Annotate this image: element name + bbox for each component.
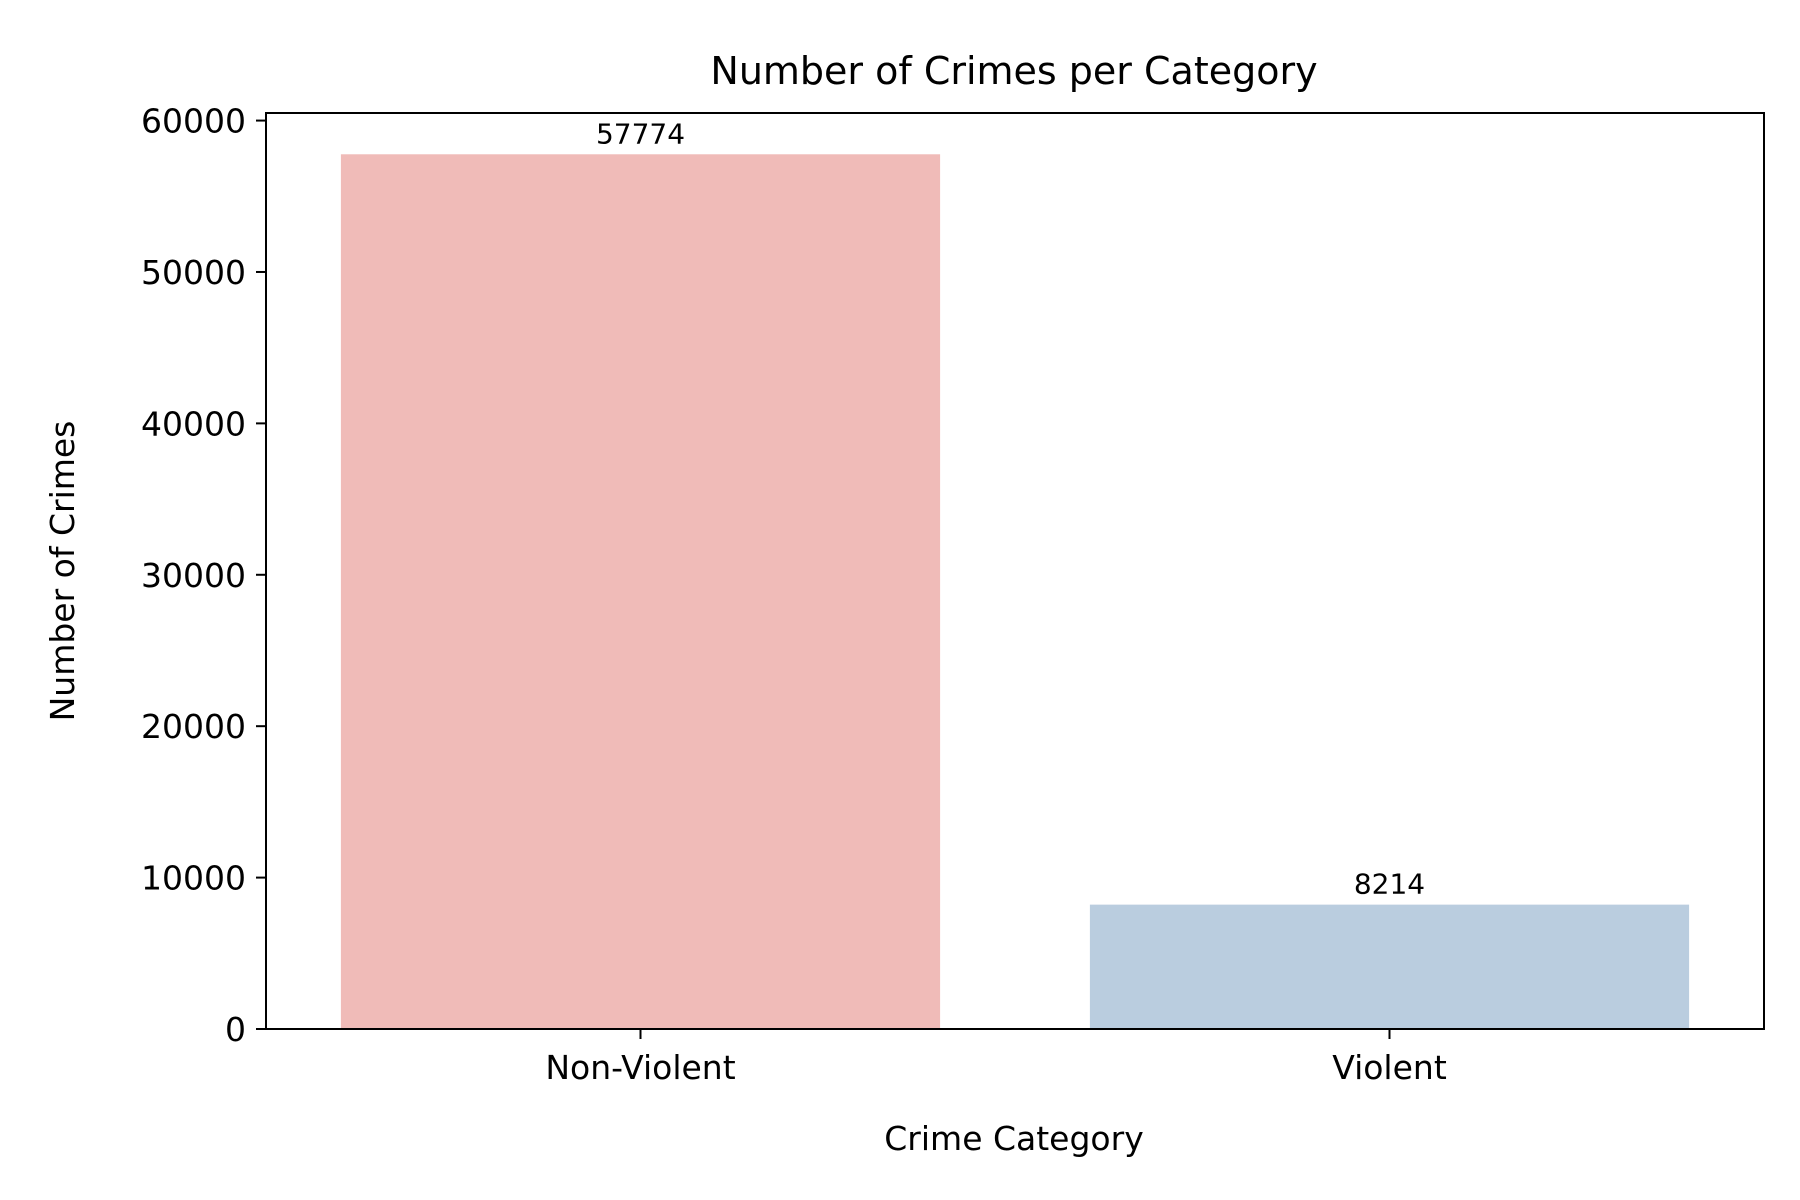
bar-1 — [1089, 904, 1690, 1029]
y-tick-label-3: 30000 — [141, 556, 246, 595]
y-tick-label-6: 60000 — [141, 102, 246, 141]
y-tick-label-1: 10000 — [141, 859, 246, 898]
y-tick-label-2: 20000 — [141, 707, 246, 746]
x-tick-label-1: Violent — [1332, 1048, 1447, 1087]
x-tick-label-0: Non-Violent — [545, 1048, 735, 1087]
y-tick-label-0: 0 — [225, 1010, 246, 1049]
axes-frame — [265, 112, 1765, 1030]
y-tick-label-5: 50000 — [141, 253, 246, 292]
plot-area: 57774 8214 — [340, 117, 1690, 1029]
y-tick-label-4: 40000 — [141, 404, 246, 443]
y-axis: 0 10000 20000 30000 40000 50000 60000 — [141, 102, 266, 1049]
y-axis-label: Number of Crimes — [43, 421, 82, 722]
bar-0 — [340, 154, 941, 1029]
x-axis: Non-Violent Violent — [545, 1029, 1447, 1087]
chart-title: Number of Crimes per Category — [710, 49, 1317, 93]
x-axis-label: Crime Category — [884, 1119, 1143, 1158]
bar-value-label-0: 57774 — [596, 117, 685, 150]
bar-value-label-1: 8214 — [1354, 868, 1425, 901]
